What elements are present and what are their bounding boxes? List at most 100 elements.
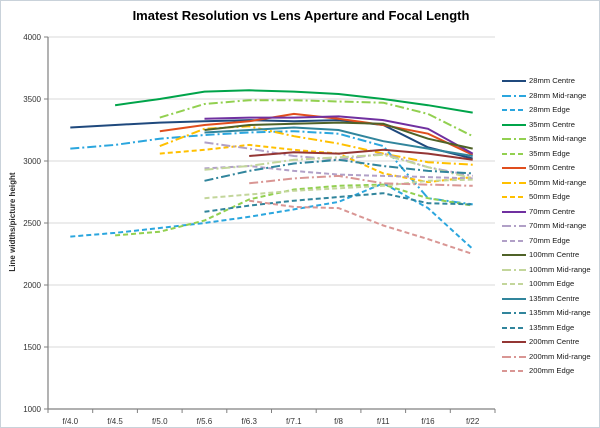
- series-line-35mm-edge: [115, 183, 473, 237]
- x-tick-label: f/22: [466, 417, 480, 426]
- legend-label: 200mm Mid-range: [529, 351, 591, 361]
- legend-item-28mm-centre: 28mm Centre: [502, 74, 599, 89]
- x-tick-label: f/4.5: [107, 417, 123, 426]
- legend-label: 135mm Mid-range: [529, 308, 591, 318]
- legend-label: 28mm Mid-range: [529, 90, 587, 100]
- legend-label: 70mm Edge: [529, 235, 570, 245]
- legend-item-35mm-mid-range: 35mm Mid-range: [502, 132, 599, 147]
- legend-item-50mm-edge: 50mm Edge: [502, 190, 599, 205]
- legend: 28mm Centre 28mm Mid-range 28mm Edge 35mm C…: [502, 74, 599, 379]
- x-tick-label: f/8: [334, 417, 343, 426]
- legend-item-200mm-edge: 200mm Edge: [502, 364, 599, 379]
- legend-label: 35mm Edge: [529, 148, 570, 158]
- series-line-35mm-mid-range: [159, 99, 474, 138]
- legend-label: 35mm Mid-range: [529, 134, 587, 144]
- legend-label: 28mm Edge: [529, 105, 570, 115]
- legend-item-35mm-edge: 35mm Edge: [502, 147, 599, 162]
- legend-item-70mm-mid-range: 70mm Mid-range: [502, 219, 599, 234]
- series-line-70mm-edge: [204, 164, 473, 180]
- legend-item-100mm-mid-range: 100mm Mid-range: [502, 263, 599, 278]
- legend-line-sample-icon: [502, 239, 526, 242]
- legend-line-sample-icon: [502, 181, 526, 184]
- legend-item-50mm-centre: 50mm Centre: [502, 161, 599, 176]
- series-line-28mm-centre: [70, 119, 473, 160]
- series-line-100mm-edge: [204, 178, 473, 200]
- y-tick-label: 2500: [23, 219, 41, 228]
- legend-item-50mm-mid-range: 50mm Mid-range: [502, 176, 599, 191]
- legend-line-sample-icon: [502, 312, 526, 315]
- legend-label: 50mm Centre: [529, 163, 576, 173]
- legend-item-135mm-edge: 135mm Edge: [502, 321, 599, 336]
- legend-item-135mm-centre: 135mm Centre: [502, 292, 599, 307]
- legend-line-sample-icon: [502, 210, 526, 213]
- legend-item-35mm-centre: 35mm Centre: [502, 118, 599, 133]
- legend-label: 135mm Edge: [529, 322, 575, 332]
- legend-item-135mm-mid-range: 135mm Mid-range: [502, 306, 599, 321]
- legend-item-200mm-centre: 200mm Centre: [502, 335, 599, 350]
- y-tick-label: 3500: [23, 95, 41, 104]
- legend-item-70mm-centre: 70mm Centre: [502, 205, 599, 220]
- legend-line-sample-icon: [502, 123, 526, 126]
- x-tick-label: f/11: [377, 417, 390, 426]
- legend-item-100mm-edge: 100mm Edge: [502, 277, 599, 292]
- legend-line-sample-icon: [502, 297, 526, 300]
- legend-line-sample-icon: [502, 138, 526, 141]
- legend-item-100mm-centre: 100mm Centre: [502, 248, 599, 263]
- series-line-135mm-edge: [204, 192, 473, 213]
- legend-item-70mm-edge: 70mm Edge: [502, 234, 599, 249]
- x-tick-label: f/16: [421, 417, 435, 426]
- legend-label: 35mm Centre: [529, 119, 576, 129]
- legend-item-28mm-mid-range: 28mm Mid-range: [502, 89, 599, 104]
- series-line-100mm-centre: [204, 121, 473, 150]
- legend-line-sample-icon: [502, 80, 526, 83]
- y-tick-label: 3000: [23, 157, 41, 166]
- y-tick-label: 1500: [23, 343, 41, 352]
- legend-line-sample-icon: [502, 152, 526, 155]
- series-line-200mm-centre: [249, 148, 473, 161]
- series-line-35mm-centre: [114, 89, 473, 114]
- legend-line-sample-icon: [502, 326, 526, 329]
- legend-line-sample-icon: [502, 341, 526, 344]
- series-line-70mm-centre: [204, 115, 474, 155]
- legend-line-sample-icon: [502, 283, 526, 286]
- legend-label: 100mm Edge: [529, 279, 575, 289]
- legend-line-sample-icon: [502, 109, 526, 112]
- y-tick-label: 2000: [23, 281, 41, 290]
- y-tick-label: 4000: [23, 33, 41, 42]
- legend-label: 28mm Centre: [529, 76, 576, 86]
- x-tick-label: f/6.3: [241, 417, 257, 426]
- legend-item-28mm-edge: 28mm Edge: [502, 103, 599, 118]
- legend-label: 135mm Centre: [529, 293, 580, 303]
- series-line-135mm-mid-range: [204, 158, 473, 182]
- x-tick-label: f/5.6: [197, 417, 213, 426]
- legend-line-sample-icon: [502, 196, 526, 199]
- legend-label: 70mm Centre: [529, 206, 576, 216]
- y-tick-label: 1000: [23, 405, 41, 414]
- series-line-50mm-edge: [159, 143, 473, 184]
- legend-line-sample-icon: [502, 167, 526, 170]
- x-tick-label: f/4.0: [63, 417, 79, 426]
- legend-label: 200mm Edge: [529, 366, 575, 376]
- series-line-200mm-edge: [249, 199, 474, 255]
- chart-title: Imatest Resolution vs Lens Aperture and …: [132, 8, 470, 23]
- legend-label: 200mm Centre: [529, 337, 580, 347]
- legend-label: 50mm Mid-range: [529, 177, 587, 187]
- series-line-135mm-centre: [204, 126, 473, 157]
- legend-item-200mm-mid-range: 200mm Mid-range: [502, 350, 599, 365]
- legend-label: 100mm Mid-range: [529, 264, 591, 274]
- series-line-28mm-edge: [70, 182, 474, 250]
- legend-label: 50mm Edge: [529, 192, 570, 202]
- legend-line-sample-icon: [502, 225, 526, 228]
- legend-label: 100mm Centre: [529, 250, 580, 260]
- x-tick-label: f/7.1: [286, 417, 302, 426]
- legend-line-sample-icon: [502, 370, 526, 373]
- legend-line-sample-icon: [502, 355, 526, 358]
- legend-label: 70mm Mid-range: [529, 221, 587, 231]
- legend-line-sample-icon: [502, 254, 526, 257]
- legend-line-sample-icon: [502, 94, 526, 97]
- legend-line-sample-icon: [502, 268, 526, 271]
- x-tick-label: f/5.0: [152, 417, 168, 426]
- series-line-100mm-mid-range: [204, 153, 473, 180]
